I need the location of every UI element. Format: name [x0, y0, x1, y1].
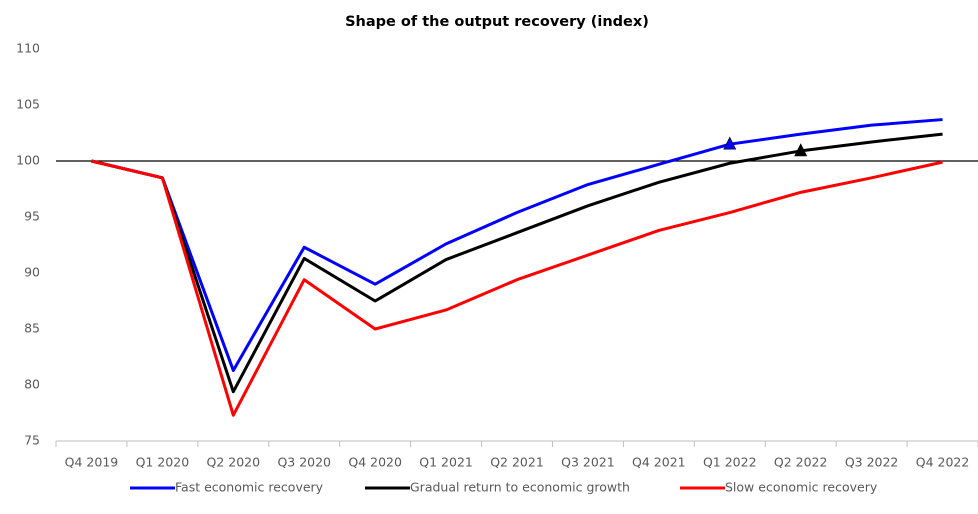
x-tick-label: Q2 2020	[207, 455, 261, 470]
series-line	[91, 159, 943, 417]
y-tick-label: 75	[24, 433, 40, 448]
y-tick-label: 80	[24, 377, 40, 392]
marker	[723, 136, 737, 150]
y-tick-label: 85	[24, 321, 40, 336]
legend-label: Fast economic recovery	[175, 480, 324, 495]
series-line	[91, 118, 943, 372]
x-tick-label: Q3 2020	[277, 455, 331, 470]
y-tick-label: 110	[16, 41, 40, 56]
x-tick-label: Q4 2020	[348, 455, 402, 470]
marker	[794, 143, 808, 157]
series-line	[91, 132, 943, 394]
x-tick-label: Q1 2021	[419, 455, 473, 470]
x-tick-label: Q3 2021	[561, 455, 615, 470]
x-tick-label: Q1 2020	[136, 455, 190, 470]
x-tick-label: Q2 2022	[774, 455, 828, 470]
y-tick-label: 90	[24, 265, 40, 280]
x-tick-label: Q4 2021	[632, 455, 686, 470]
x-tick-label: Q3 2022	[845, 455, 899, 470]
x-tick-label: Q4 2022	[916, 455, 970, 470]
legend-label: Gradual return to economic growth	[410, 480, 630, 495]
y-tick-label: 105	[16, 97, 40, 112]
y-tick-label: 100	[16, 153, 40, 168]
x-tick-label: Q4 2019	[65, 455, 119, 470]
x-tick-label: Q1 2022	[703, 455, 757, 470]
legend-label: Slow economic recovery	[725, 480, 878, 495]
x-tick-label: Q2 2021	[490, 455, 544, 470]
chart-title: Shape of the output recovery (index)	[345, 14, 649, 30]
y-tick-label: 95	[24, 209, 40, 224]
